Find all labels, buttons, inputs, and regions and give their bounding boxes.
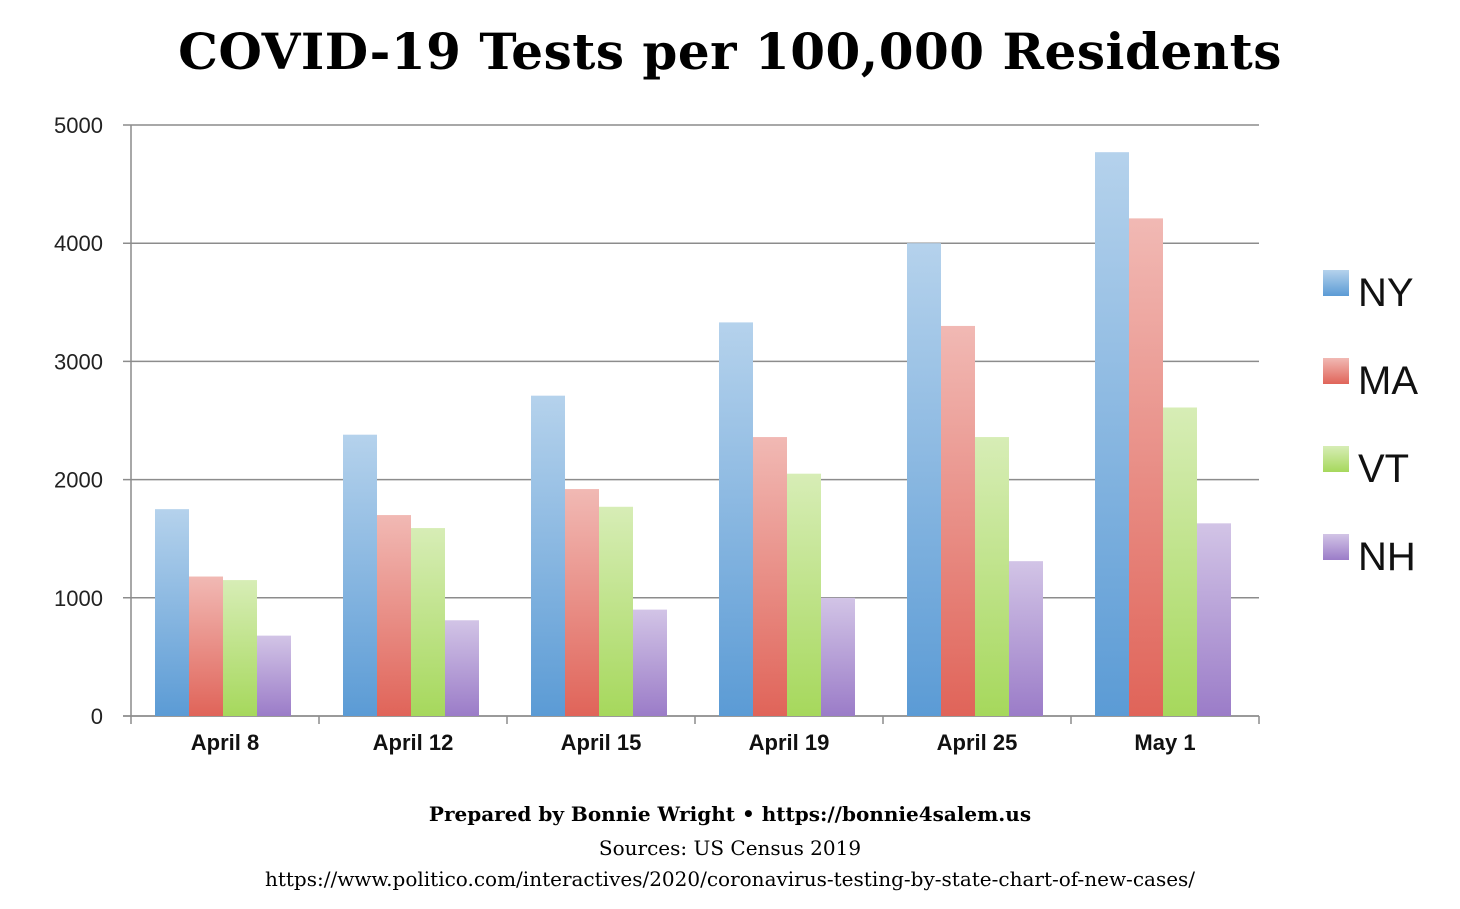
bar-nh-2 [633, 609, 667, 716]
footer-sources: Sources: US Census 2019 [598, 836, 862, 860]
bar-ma-1 [377, 515, 411, 716]
y-tick-label: 3000 [54, 349, 103, 374]
legend-label-nh: NH [1358, 535, 1416, 579]
bar-nh-4 [1009, 561, 1043, 716]
legend: NY MA VT NH [1323, 270, 1418, 579]
y-tick-label: 5000 [54, 113, 103, 138]
chart-title: COVID-19 Tests per 100,000 Residents [178, 22, 1282, 81]
axis-labels: 0 1000 2000 3000 4000 5000 April 8 April 12 Apri… [54, 113, 1196, 755]
bar-ma-5 [1129, 218, 1163, 717]
bar-ma-3 [753, 437, 787, 716]
legend-label-ma: MA [1358, 359, 1418, 403]
x-tick-label: May 1 [1134, 730, 1195, 755]
legend-label-vt: VT [1358, 447, 1409, 491]
footer-url: https://www.politico.com/interactives/20… [264, 867, 1196, 891]
bar-ma-2 [565, 489, 599, 716]
y-tick-label: 4000 [54, 231, 103, 256]
x-tick-label: April 8 [191, 730, 259, 755]
bar-vt-0 [223, 580, 257, 716]
y-tick-label: 0 [91, 704, 103, 729]
legend-swatch-ny [1323, 270, 1349, 296]
legend-label-ny: NY [1358, 271, 1414, 315]
bar-ny-0 [155, 509, 189, 716]
x-tick-label: April 12 [373, 730, 454, 755]
bar-ny-1 [343, 434, 377, 716]
bar-vt-2 [599, 506, 633, 716]
bar-nh-3 [821, 597, 855, 716]
grid-lines [123, 124, 1259, 717]
x-tick-label: April 19 [749, 730, 830, 755]
bars [155, 152, 1231, 717]
y-tick-label: 1000 [54, 586, 103, 611]
bar-vt-3 [787, 473, 821, 716]
bar-ma-0 [189, 576, 223, 716]
bar-vt-1 [411, 528, 445, 716]
legend-swatch-ma [1323, 358, 1349, 384]
bar-ny-3 [719, 322, 753, 716]
legend-swatch-vt [1323, 446, 1349, 472]
bar-ny-5 [1095, 152, 1129, 716]
bar-ny-4 [907, 243, 941, 716]
footer-credit: Prepared by Bonnie Wright • https://bonn… [428, 802, 1032, 826]
bar-nh-0 [257, 635, 291, 716]
bar-nh-5 [1197, 523, 1231, 716]
y-tick-label: 2000 [54, 468, 103, 493]
x-tick-label: April 25 [937, 730, 1018, 755]
bar-nh-1 [445, 620, 479, 716]
bar-ma-4 [941, 325, 975, 716]
bar-vt-5 [1163, 407, 1197, 716]
bar-ny-2 [531, 395, 565, 716]
legend-swatch-nh [1323, 534, 1349, 560]
axes [123, 125, 1260, 724]
x-tick-label: April 15 [561, 730, 642, 755]
bar-vt-4 [975, 437, 1009, 716]
